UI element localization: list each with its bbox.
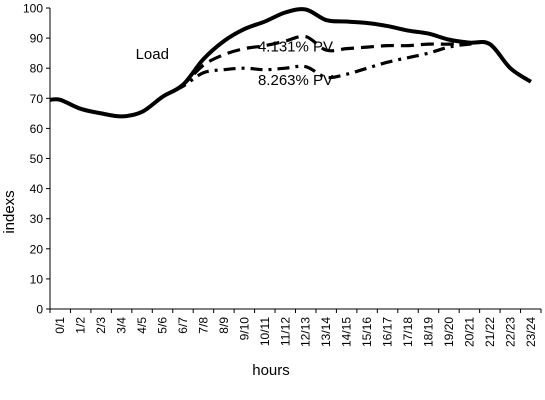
x-axis-ticks: 0/1 1/2 2/3 3/4 4/5 5/6 6/7 7/8 8/9 9/10 10/11 11/1… (49, 309, 542, 347)
x-tick-label: 19/20 (442, 317, 456, 347)
x-tick-label: 22/23 (503, 317, 517, 347)
x-tick-label: 12/13 (299, 317, 313, 347)
y-tick-label: 60 (30, 122, 44, 136)
series-line-1 (49, 34, 532, 118)
y-tick-label: 80 (30, 62, 44, 76)
series-annotation: 8.263% PV (258, 72, 333, 89)
y-tick-label: 40 (30, 182, 44, 196)
x-tick-label: 17/18 (401, 317, 415, 347)
y-tick-label: 0 (36, 303, 43, 317)
x-tick-label: 15/16 (360, 317, 374, 347)
y-tick-label: 70 (30, 92, 44, 106)
x-tick-label: 7/8 (196, 317, 210, 334)
x-tick-label: 0/1 (53, 317, 67, 334)
x-tick-label: 23/24 (524, 317, 538, 347)
x-tick-label: 18/19 (421, 317, 435, 347)
y-axis-title: indexs (1, 190, 18, 233)
x-tick-label: 10/11 (258, 317, 272, 346)
y-tick-label: 100 (23, 2, 43, 16)
y-tick-label: 20 (30, 242, 44, 256)
x-tick-label: 3/4 (115, 317, 129, 334)
y-tick-label: 90 (30, 32, 44, 46)
x-tick-label: 16/17 (381, 317, 395, 347)
x-tick-label: 13/14 (319, 317, 333, 347)
x-tick-label: 14/15 (340, 317, 354, 347)
x-tick-label: 8/9 (217, 317, 231, 334)
x-axis-title: hours (252, 362, 290, 379)
x-tick-label: 5/6 (156, 317, 170, 334)
y-axis-ticks: 0 10 20 30 40 50 60 70 80 90 100 (23, 2, 50, 317)
series-line-0 (49, 7, 532, 119)
x-tick-label: 11/12 (278, 317, 292, 346)
y-tick-label: 50 (30, 152, 44, 166)
x-tick-label: 6/7 (176, 317, 190, 334)
y-tick-label: 30 (30, 212, 44, 226)
x-tick-label: 20/21 (462, 317, 476, 347)
series-lines (49, 7, 532, 119)
x-tick-label: 4/5 (135, 317, 149, 334)
x-tick-label: 2/3 (94, 317, 108, 334)
series-annotation: Load (136, 46, 169, 63)
series-annotation: 4.131% PV (258, 39, 333, 56)
x-tick-label: 1/2 (74, 317, 88, 334)
y-tick-label: 10 (30, 272, 44, 286)
x-tick-label: 21/22 (483, 317, 497, 347)
x-tick-label: 9/10 (237, 317, 251, 341)
series-annotations: Load 4.131% PV 8.263% PV (136, 39, 333, 89)
